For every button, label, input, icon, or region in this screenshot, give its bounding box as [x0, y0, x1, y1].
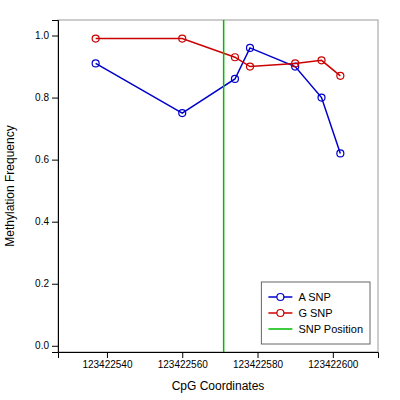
- y-tick-mark: [52, 284, 58, 285]
- legend-marker: [277, 310, 284, 317]
- point: [292, 60, 299, 67]
- point: [92, 60, 99, 67]
- x-tick-label: 123422560: [158, 359, 208, 370]
- y-tick-label: 0.4: [35, 216, 49, 227]
- plot: 1234225401234225601234225801234226000.00…: [3, 20, 379, 393]
- legend-label: A SNP: [298, 291, 330, 303]
- legend-label: G SNP: [298, 307, 332, 319]
- y-tick-label: 1.0: [35, 30, 49, 41]
- legend-marker: [277, 294, 284, 301]
- x-axis-title: CpG Coordinates: [172, 379, 265, 393]
- x-tick: 123422580: [233, 352, 283, 370]
- point: [318, 94, 325, 101]
- point: [247, 44, 254, 51]
- y-tick-mark: [52, 36, 58, 37]
- x-axis-line: [59, 353, 379, 359]
- y-axis-title: Methylation Frequency: [3, 125, 17, 246]
- y-tick-label: 0.0: [35, 340, 49, 351]
- x-tick-label: 123422600: [308, 359, 358, 370]
- x-axis: 123422540 123422560 123422580 123422600: [59, 352, 379, 370]
- y-tick-label: 0.8: [35, 92, 49, 103]
- y-axis-line: [52, 21, 59, 353]
- point: [337, 72, 344, 79]
- y-tick-mark: [52, 98, 58, 99]
- y-tick: 1.0: [35, 30, 58, 41]
- point: [318, 57, 325, 64]
- point: [247, 63, 254, 70]
- series-line: [96, 39, 341, 76]
- x-tick-label: 123422580: [233, 359, 283, 370]
- y-tick: 0.2: [35, 278, 58, 289]
- point: [231, 54, 238, 61]
- series: [92, 44, 344, 156]
- y-axis: 0.0 0.2 0.4 0.6 0.8 1.0: [35, 21, 58, 353]
- point: [231, 75, 238, 82]
- y-tick-mark: [52, 222, 58, 223]
- vertical-line: [223, 20, 225, 352]
- legend-label: SNP Position: [298, 323, 363, 335]
- y-tick-mark: [52, 160, 58, 161]
- x-tick-mark: [182, 352, 183, 358]
- point: [179, 110, 186, 117]
- legend-item: G SNP: [268, 307, 332, 319]
- y-tick-label: 0.2: [35, 278, 49, 289]
- y-tick-mark: [52, 346, 58, 347]
- marks: [92, 20, 344, 352]
- point: [92, 35, 99, 42]
- legend-item: A SNP: [268, 291, 330, 303]
- legend: A SNP G SNP SNP Position: [261, 282, 370, 344]
- legend-item: SNP Position: [268, 323, 363, 335]
- chart: 1234225401234225601234225801234226000.00…: [0, 0, 400, 400]
- point: [179, 35, 186, 42]
- legend-swatch: [268, 328, 292, 330]
- y-tick: 0.6: [35, 154, 58, 165]
- y-tick: 0.4: [35, 216, 58, 227]
- x-tick-label: 123422540: [82, 359, 132, 370]
- y-tick: 0.8: [35, 92, 58, 103]
- y-tick: 0.0: [35, 340, 58, 351]
- x-tick: 123422540: [82, 352, 132, 370]
- plot-frame: [58, 20, 378, 352]
- x-tick: 123422600: [308, 352, 358, 370]
- point: [337, 150, 344, 157]
- x-tick-mark: [107, 352, 108, 358]
- legend-box: [261, 282, 370, 344]
- x-tick-mark: [258, 352, 259, 358]
- y-tick-label: 0.6: [35, 154, 49, 165]
- series-line: [96, 48, 341, 153]
- series: [92, 35, 344, 79]
- x-tick-mark: [333, 352, 334, 358]
- x-tick: 123422560: [158, 352, 208, 370]
